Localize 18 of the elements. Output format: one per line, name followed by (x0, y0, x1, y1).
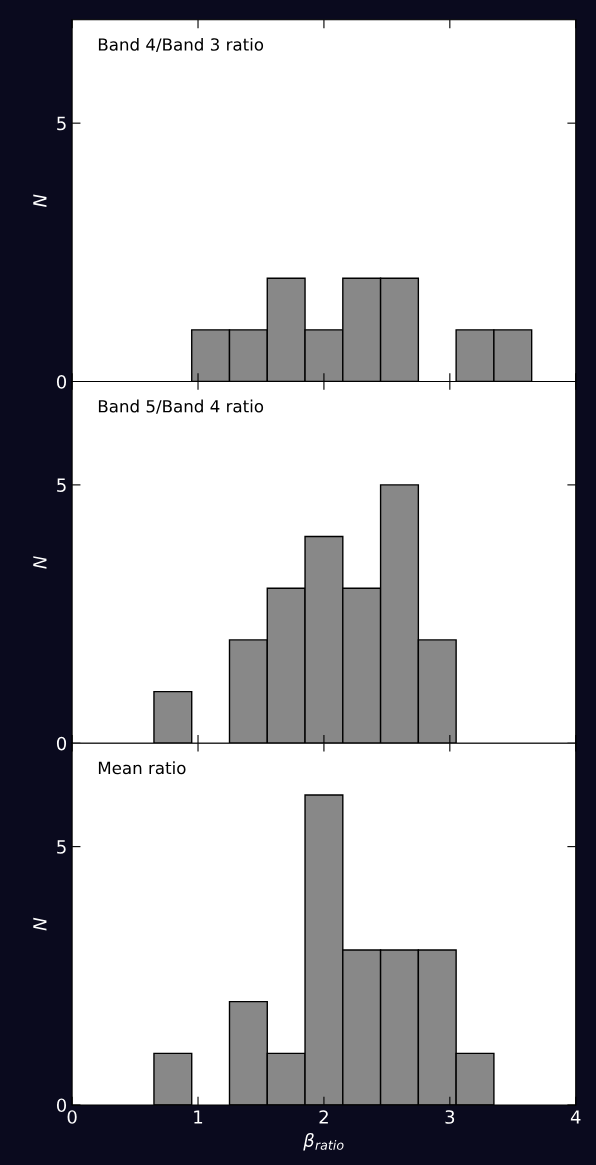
y-axis-title: N (33, 556, 47, 569)
y-tick-label: 5 (57, 840, 66, 854)
text: Band 5/Band 4 ratio (98, 399, 264, 414)
y-axis-title: N (33, 194, 47, 207)
x-tick-label: 2 (319, 1110, 328, 1124)
y-tick-label: 5 (57, 116, 66, 131)
text: Band 4/Band 3 ratio (98, 37, 264, 53)
y-tick-label: 0 (56, 736, 67, 751)
x-tick-label: 0 (67, 1110, 77, 1124)
y-axis-title: N (33, 917, 47, 931)
x-tick-label: 1 (194, 1110, 203, 1124)
x-tick-label: 3 (445, 1110, 455, 1124)
y-tick-label: 5 (57, 478, 66, 493)
y-tick-label: 0 (56, 375, 67, 389)
x-axis-title: β$_{ratio}$ (303, 1132, 344, 1151)
x-tick-label: 4 (570, 1110, 581, 1124)
text: Mean ratio (98, 761, 186, 775)
y-tick-label: 0 (56, 1098, 67, 1113)
